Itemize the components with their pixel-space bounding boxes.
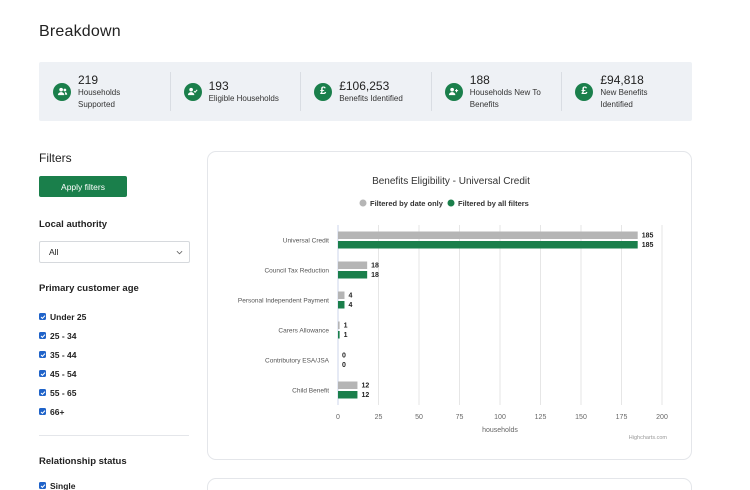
legend-marker (447, 199, 455, 207)
age-option[interactable]: 35 - 44 (39, 345, 86, 364)
x-tick-label: 125 (535, 414, 547, 421)
y-category-label: Child Benefit (292, 388, 329, 395)
data-label: 18 (371, 263, 379, 270)
legend-item[interactable]: Filtered by date only (370, 199, 444, 208)
data-label: 4 (348, 302, 352, 309)
data-label: 12 (361, 392, 369, 399)
local-authority-label: Local authority (39, 219, 108, 230)
chart-card: Benefits Eligibility - Universal Credit F… (207, 151, 692, 460)
benefits-eligibility-chart: Benefits Eligibility - Universal Credit F… (208, 152, 691, 466)
checkbox[interactable] (39, 482, 46, 489)
chart-svg: Benefits Eligibility - Universal Credit F… (238, 176, 668, 441)
y-category-label: Carers Allowance (278, 328, 329, 335)
page-title: Breakdown (39, 23, 121, 40)
checkbox[interactable] (39, 408, 46, 415)
x-tick-label: 175 (616, 414, 628, 421)
bar (338, 231, 638, 239)
data-label: 18 (371, 272, 379, 279)
local-authority-select[interactable]: All (39, 241, 190, 263)
stat-label: Benefits (469, 99, 499, 109)
x-axis-label: households (482, 427, 518, 434)
age-option[interactable]: 25 - 34 (39, 326, 86, 345)
pound-icon: £ (575, 82, 594, 101)
checkbox[interactable] (39, 313, 46, 320)
age-option[interactable]: Under 25 (39, 307, 86, 326)
stat-label: Households (78, 87, 121, 97)
stat-label: Eligible Households (208, 93, 279, 103)
stat-label: Supported (78, 99, 115, 109)
apply-filters-button[interactable]: Apply filters (39, 176, 127, 197)
stat-new-benefits-identified: £ £94,818 New Benefits Identified (561, 62, 692, 121)
chevron-down-icon (176, 250, 183, 254)
data-label: 0 (342, 353, 346, 360)
stat-value: 219 (78, 72, 99, 87)
bar (338, 241, 638, 249)
chart-credits: Highcharts.com (629, 435, 668, 441)
y-category-label: Personal Independent Payment (238, 298, 329, 305)
bar (338, 381, 358, 389)
stat-value: £94,818 (600, 72, 644, 87)
stats-bar: 219 Households Supported 193 Eligible Ho… (39, 62, 692, 121)
bar (338, 291, 345, 299)
x-tick-label: 150 (575, 414, 587, 421)
x-tick-label: 25 (375, 414, 383, 421)
relationship-status-label: Relationship status (39, 456, 127, 467)
x-tick-label: 100 (494, 414, 506, 421)
checkbox[interactable] (39, 389, 46, 396)
stat-eligible-households: 193 Eligible Households (169, 62, 301, 121)
stat-value: 188 (469, 72, 490, 87)
local-authority-selected: All (49, 247, 59, 257)
data-label: 1 (344, 332, 348, 339)
relationship-checkbox-list: Single (39, 476, 76, 490)
checkbox[interactable] (39, 332, 46, 339)
data-label: 1 (344, 323, 348, 330)
user-plus-icon (444, 82, 463, 101)
x-tick-label: 75 (456, 414, 464, 421)
stat-households-supported: 219 Households Supported (39, 62, 170, 121)
stat-label: New Benefits (600, 87, 648, 97)
bar (338, 301, 345, 309)
x-tick-label: 50 (415, 414, 423, 421)
divider (39, 435, 189, 436)
age-option[interactable]: 45 - 54 (39, 364, 86, 383)
chart-title: Benefits Eligibility - Universal Credit (372, 176, 530, 187)
data-label: 12 (361, 383, 369, 390)
chart-card-secondary (207, 478, 692, 490)
bar (338, 321, 340, 329)
bar (338, 261, 368, 269)
y-category-label: Contributory ESA/JSA (265, 358, 330, 365)
y-category-label: Universal Credit (283, 238, 329, 245)
checkbox[interactable] (39, 370, 46, 377)
stat-label: Benefits Identified (339, 93, 403, 103)
pound-icon: £ (314, 82, 333, 101)
data-label: 4 (348, 293, 352, 300)
legend-marker (359, 199, 367, 207)
users-icon (53, 82, 71, 101)
user-check-icon (183, 82, 202, 101)
stat-value: £106,253 (339, 78, 390, 93)
bar (338, 271, 368, 279)
filters-title: Filters (39, 151, 72, 165)
legend-item[interactable]: Filtered by all filters (458, 199, 529, 208)
age-option[interactable]: 66+ (39, 402, 86, 421)
age-checkbox-list: Under 25 25 - 34 35 - 44 45 - 54 55 - 65… (39, 307, 86, 421)
data-label: 185 (642, 233, 654, 240)
age-option[interactable]: 55 - 65 (39, 383, 86, 402)
checkbox[interactable] (39, 351, 46, 358)
x-tick-label: 0 (336, 414, 340, 421)
data-label: 185 (642, 242, 654, 249)
relationship-option[interactable]: Single (39, 476, 76, 490)
bar (338, 391, 358, 399)
primary-customer-age-label: Primary customer age (39, 283, 139, 294)
stat-benefits-identified: £ £106,253 Benefits Identified (300, 62, 431, 121)
stat-label: Identified (600, 99, 633, 109)
stat-label: Households New To (469, 87, 541, 97)
stat-households-new-to-benefits: 188 Households New To Benefits (430, 62, 562, 121)
bar (338, 331, 340, 339)
stat-value: 193 (208, 78, 229, 93)
x-tick-label: 200 (656, 414, 668, 421)
y-category-label: Council Tax Reduction (264, 268, 329, 275)
data-label: 0 (342, 362, 346, 369)
